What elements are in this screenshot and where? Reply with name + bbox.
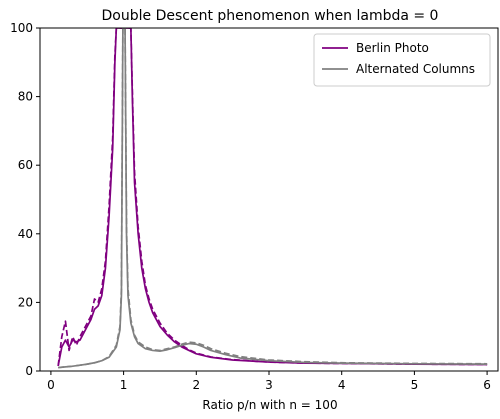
- y-tick-label: 40: [18, 227, 33, 241]
- x-tick-label: 1: [120, 378, 128, 392]
- y-tick-label: 20: [18, 295, 33, 309]
- y-tick-label: 100: [10, 21, 33, 35]
- x-tick-label: 5: [411, 378, 419, 392]
- y-tick-label: 60: [18, 158, 33, 172]
- x-axis-label: Ratio p/n with n = 100: [202, 398, 337, 412]
- y-axis: 0 20 40 60 80 100: [10, 21, 40, 378]
- legend-label: Berlin Photo: [356, 41, 429, 55]
- series-layer: [57, 28, 488, 369]
- series-line-1: [57, 28, 488, 366]
- x-tick-label: 4: [338, 378, 346, 392]
- x-tick-label: 2: [192, 378, 200, 392]
- chart-title: Double Descent phenomenon when lambda = …: [102, 8, 439, 24]
- y-tick-label: 80: [18, 90, 33, 104]
- legend: Berlin Photo Alternated Columns: [313, 33, 491, 87]
- series-line-0: [57, 28, 488, 367]
- legend-box: [313, 33, 491, 87]
- x-tick-label: 0: [47, 378, 55, 392]
- legend-label: Alternated Columns: [356, 62, 475, 76]
- series-line-3: [58, 28, 488, 369]
- x-axis: 0 1 2 3 4 5 6: [47, 371, 491, 392]
- x-tick-label: 6: [483, 378, 491, 392]
- x-tick-label: 3: [265, 378, 273, 392]
- y-tick-label: 0: [25, 364, 33, 378]
